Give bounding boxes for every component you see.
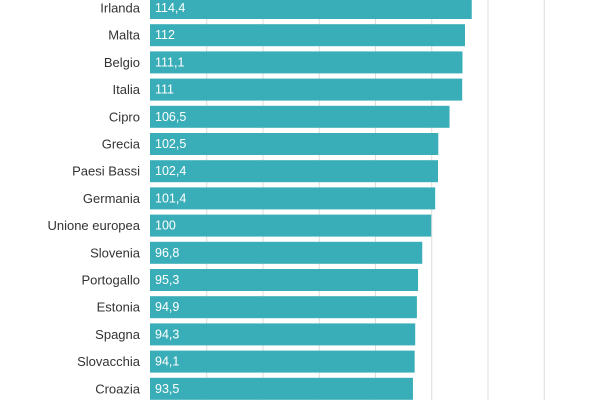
bar <box>150 51 463 74</box>
value-label: 102,4 <box>155 164 186 178</box>
bar <box>150 241 423 264</box>
category-label: Slovenia <box>90 245 141 260</box>
bar <box>150 160 438 183</box>
bar <box>150 133 439 155</box>
category-label: Spagna <box>95 327 141 342</box>
category-label: Belgio <box>104 55 140 70</box>
value-label: 94,9 <box>155 300 179 314</box>
category-label: Italia <box>113 82 141 97</box>
bar <box>150 214 432 237</box>
value-label: 94,3 <box>155 327 179 341</box>
bar <box>150 296 417 319</box>
bar <box>150 78 463 101</box>
value-label: 106,5 <box>155 110 186 124</box>
category-label: Unione europea <box>47 218 140 233</box>
category-label: Estonia <box>97 300 141 315</box>
value-label: 96,8 <box>155 246 179 260</box>
bar <box>150 377 413 400</box>
bar <box>150 0 472 19</box>
value-label: 93,5 <box>155 382 179 396</box>
value-label: 111 <box>155 83 174 97</box>
value-label: 102,5 <box>155 137 186 151</box>
bar <box>150 269 419 291</box>
category-label: Irlanda <box>100 1 141 16</box>
category-label: Paesi Bassi <box>72 164 140 179</box>
value-label: 112 <box>155 28 175 42</box>
category-label: Portogallo <box>81 273 140 288</box>
category-label: Slovacchia <box>77 354 141 369</box>
category-label: Germania <box>83 191 141 206</box>
bar <box>150 105 450 128</box>
category-label: Cipro <box>109 109 140 124</box>
bar <box>150 323 416 346</box>
bar <box>150 350 415 373</box>
bar <box>150 24 465 47</box>
value-label: 94,1 <box>155 355 179 369</box>
category-label: Grecia <box>102 137 141 152</box>
value-label: 101,4 <box>155 191 186 205</box>
bar <box>150 187 436 210</box>
value-label: 114,4 <box>155 1 185 15</box>
value-label: 100 <box>155 219 176 233</box>
value-label: 95,3 <box>155 273 179 287</box>
category-label: Malta <box>108 28 141 43</box>
value-label: 111,1 <box>155 55 184 69</box>
category-label: Croazia <box>95 381 141 396</box>
